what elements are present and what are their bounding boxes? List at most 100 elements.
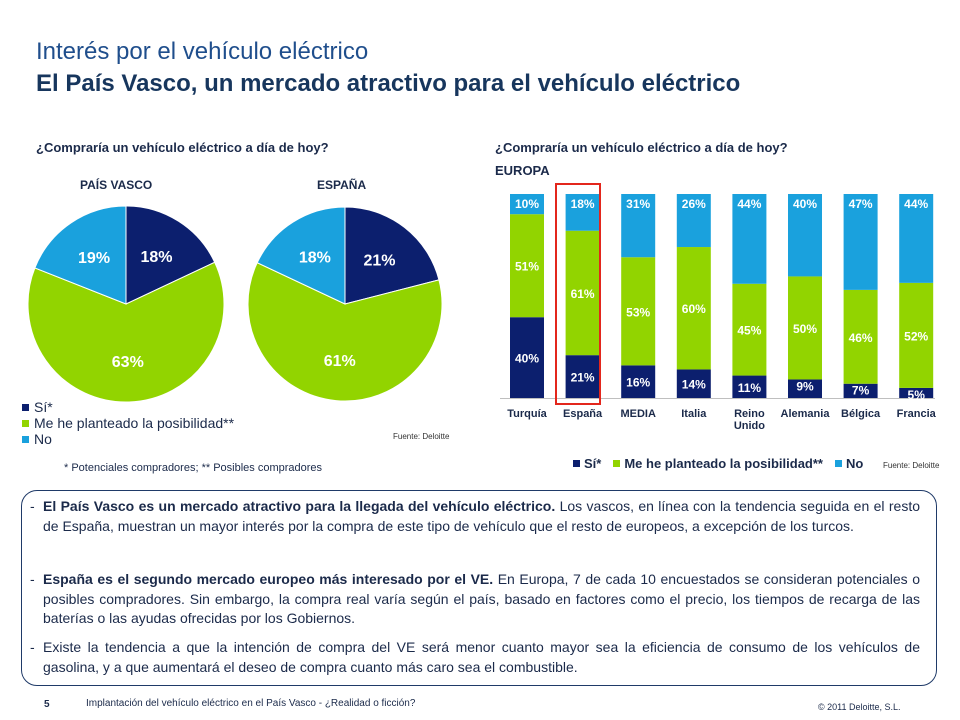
bar-category-6-line-0: Bélgica [841, 408, 881, 420]
bar-7-label-2: 44% [904, 197, 928, 211]
bar-4-label-1: 45% [737, 324, 761, 338]
bar-category-4-line-1: Unido [734, 420, 765, 432]
bar-7-label-0: 5% [908, 388, 926, 402]
bar-0-seg-2 [510, 194, 544, 215]
page-number: 5 [44, 699, 50, 710]
pie-0-label-0: 18% [140, 249, 172, 266]
bar-6-label-0: 7% [852, 384, 870, 398]
region-label: EUROPA [495, 163, 550, 178]
bar-5-seg-2 [788, 194, 822, 277]
bar-chart: 40% 51% 10% Turquía 21% 61% 18% España 16% 53% 31%… [500, 194, 937, 432]
bar-2-seg-2 [621, 194, 656, 258]
bar-legend-si: Sí* [573, 456, 601, 471]
bar-2-seg-0 [621, 365, 656, 398]
pie-title-pais-vasco: PAÍS VASCO [80, 178, 153, 192]
bar-2-label-1: 53% [626, 305, 650, 319]
copyright: © 2011 Deloitte, S.L. [818, 702, 901, 712]
bar-3-seg-2 [676, 194, 711, 248]
bar-4-seg-0 [732, 375, 767, 398]
bar-2-label-2: 31% [626, 197, 650, 211]
legend-swatch-si [22, 404, 29, 411]
bar-0-seg-1 [510, 214, 544, 318]
footer-text: Implantación del vehículo eléctrico en e… [86, 698, 416, 709]
bar-1-label-0: 21% [571, 371, 595, 385]
legend-item-si: Sí* [22, 399, 234, 415]
bar-1-seg-1 [565, 230, 600, 356]
bar-5-seg-1 [788, 276, 822, 380]
pie-0-label-2: 19% [78, 250, 110, 267]
pie-1-label-2: 18% [299, 249, 331, 266]
bar-1-seg-0 [565, 355, 600, 398]
bar-legend: Sí* Me he planteado la posibilidad** No [573, 456, 875, 471]
bar-0-label-2: 10% [515, 197, 539, 211]
bar-category-2-line-0: MEDIA [620, 408, 656, 420]
bar-5-seg-0 [788, 379, 822, 398]
bar-5-label-2: 40% [793, 197, 817, 211]
footnote: * Potenciales compradores; ** Posibles c… [64, 462, 323, 474]
pie-0-label-1: 63% [112, 354, 144, 371]
pie-1-slice-1 [247, 262, 443, 402]
legend-swatch-planteado [22, 420, 29, 427]
bar-3-seg-1 [676, 247, 711, 370]
bar-legend-no: No [835, 456, 863, 471]
bar-2-label-0: 16% [626, 376, 650, 390]
pie-1-label-1: 61% [324, 353, 356, 370]
bar-category-7-line-0: Francia [897, 408, 937, 420]
bar-7-seg-1 [899, 282, 934, 388]
bar-6-label-2: 47% [849, 197, 873, 211]
pie-0-slice-1 [27, 261, 225, 403]
left-source: Fuente: Deloitte [393, 432, 450, 441]
bar-category-1-line-0: España [563, 408, 603, 420]
pie-1-slice-2 [256, 206, 346, 305]
bar-6-seg-0 [843, 383, 878, 398]
highlight-espana-box [555, 183, 601, 405]
bar-3-label-0: 14% [682, 378, 706, 392]
bar-4-label-2: 44% [737, 197, 761, 211]
pie-legend: Sí* Me he planteado la posibilidad** No [22, 399, 234, 447]
pie-charts: 18% 63% 19% 21% 61% 18% [27, 205, 443, 403]
bar-6-seg-2 [843, 194, 878, 290]
pie-1-slice-0 [344, 206, 440, 305]
bar-0-label-0: 40% [515, 352, 539, 366]
bar-4-label-0: 11% [738, 381, 762, 395]
bar-0-seg-0 [510, 317, 544, 398]
bar-7-seg-2 [899, 194, 934, 283]
bar-legend-planteado: Me he planteado la posibilidad** [613, 456, 823, 471]
page-subtitle: El País Vasco, un mercado atractivo para… [36, 70, 741, 97]
bar-5-label-1: 50% [793, 322, 817, 336]
left-question: ¿Compraría un vehículo eléctrico a día d… [36, 140, 329, 155]
pie-0-slice-2 [34, 205, 127, 305]
right-question: ¿Compraría un vehículo eléctrico a día d… [495, 140, 788, 155]
bar-category-0-line-0: Turquía [507, 408, 547, 420]
paragraph-1: - El País Vasco es un mercado atractivo … [30, 498, 920, 534]
bar-5-label-0: 9% [796, 379, 814, 393]
bar-2-seg-1 [621, 257, 656, 366]
paragraph-3: - Existe la tendencia a que la intención… [30, 639, 920, 675]
right-source: Fuente: Deloitte [883, 461, 940, 470]
bar-7-label-1: 52% [904, 329, 928, 343]
bar-3-label-1: 60% [682, 302, 706, 316]
legend-swatch-no [22, 436, 29, 443]
pie-1-label-0: 21% [363, 253, 395, 270]
bar-4-seg-2 [732, 194, 767, 284]
legend-item-planteado: Me he planteado la posibilidad** [22, 415, 234, 431]
bar-category-3-line-0: Italia [681, 408, 707, 420]
bar-1-label-1: 61% [571, 287, 595, 301]
bar-category-4-line-0: Reino [734, 408, 765, 420]
bar-6-label-1: 46% [849, 331, 873, 345]
bar-3-label-2: 26% [682, 197, 706, 211]
paragraph-2: - España es el segundo mercado europeo m… [30, 571, 921, 626]
bar-3-seg-0 [676, 369, 711, 398]
bar-0-label-1: 51% [515, 260, 539, 274]
summary-box [21, 490, 937, 686]
bar-6-seg-1 [843, 289, 878, 384]
legend-item-no: No [22, 431, 234, 447]
bar-1-label-2: 18% [571, 197, 595, 211]
page-title: Interés por el vehículo eléctrico [36, 38, 369, 65]
pie-title-espana: ESPAÑA [317, 178, 367, 192]
bar-4-seg-1 [732, 283, 767, 376]
bar-7-seg-0 [899, 387, 934, 398]
bar-1-seg-2 [565, 194, 600, 231]
bar-category-5-line-0: Alemania [781, 408, 831, 420]
pie-0-slice-0 [125, 205, 216, 305]
